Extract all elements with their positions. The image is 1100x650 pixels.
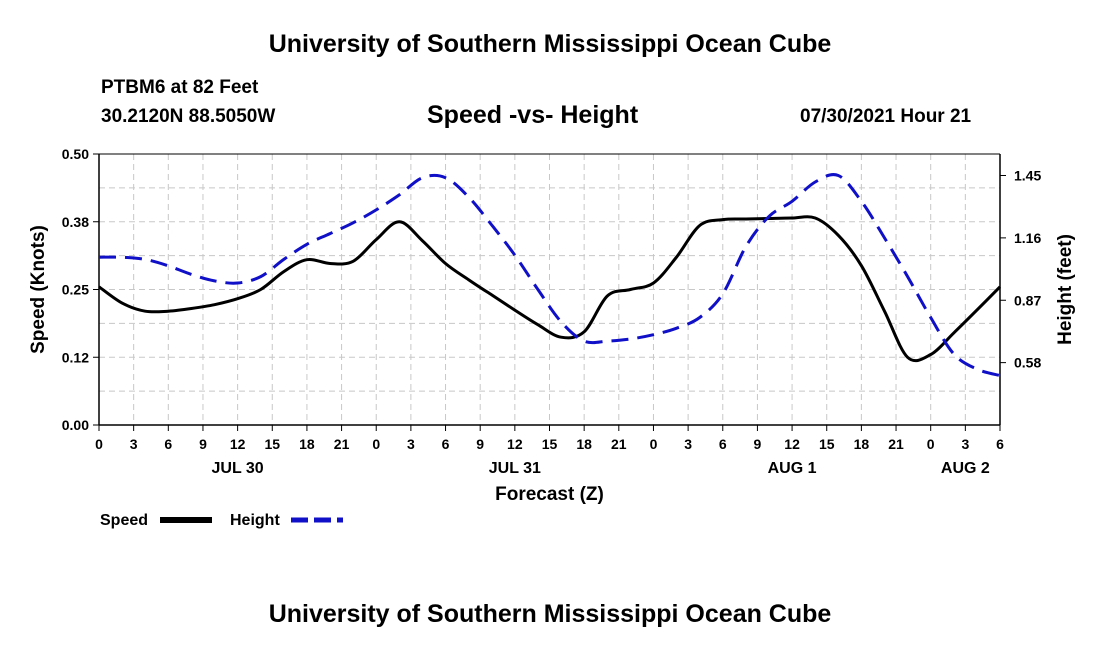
left-tick-label: 0.12: [62, 349, 89, 365]
legend-height-label: Height: [230, 512, 280, 529]
left-axis-label: Speed (Knots): [28, 225, 49, 354]
speed-series-line: [98, 215, 1002, 363]
x-tick-label: 12: [230, 436, 246, 452]
x-tick-label: 21: [334, 436, 350, 452]
right-tick-label: 0.87: [1014, 292, 1041, 308]
x-tick-label: 21: [611, 436, 627, 452]
station-label: PTBM6 at 82 Feet: [101, 77, 259, 98]
x-tick-label: 0: [372, 436, 380, 452]
x-tick-label: 18: [299, 436, 315, 452]
left-tick-label: 0.38: [62, 214, 89, 230]
x-tick-label: 6: [996, 436, 1004, 452]
x-tick-label: 9: [754, 436, 762, 452]
x-tick-label: 0: [95, 436, 103, 452]
right-axis-label: Height (feet): [1055, 234, 1076, 345]
x-tick-label: 3: [961, 436, 969, 452]
x-tick-label: 15: [264, 436, 280, 452]
right-tick-label: 1.45: [1014, 168, 1041, 184]
x-tick-label: 0: [650, 436, 658, 452]
x-tick-label: 12: [784, 436, 800, 452]
left-tick-label: 0.25: [62, 282, 89, 298]
coordinates-label: 30.2120N 88.5050W: [101, 106, 276, 127]
height-series-line: [98, 173, 1001, 377]
date-label: AUG 1: [768, 460, 817, 477]
x-tick-label: 6: [164, 436, 172, 452]
x-tick-label: 9: [476, 436, 484, 452]
x-tick-label: 6: [442, 436, 450, 452]
forecast-datetime: 07/30/2021 Hour 21: [800, 106, 972, 127]
x-tick-label: 21: [888, 436, 904, 452]
right-tick-label: 0.58: [1014, 355, 1041, 371]
date-label: JUL 31: [489, 460, 541, 477]
page-title: University of Southern Mississippi Ocean…: [268, 30, 832, 58]
chart-title: Speed -vs- Height: [427, 101, 639, 129]
x-tick-label: 15: [542, 436, 558, 452]
x-tick-label: 12: [507, 436, 523, 452]
x-axis-label: Forecast (Z): [495, 484, 604, 505]
x-tick-label: 3: [684, 436, 692, 452]
right-tick-label: 1.16: [1014, 230, 1041, 246]
x-tick-label: 3: [130, 436, 138, 452]
x-tick-label: 0: [927, 436, 935, 452]
x-tick-label: 3: [407, 436, 415, 452]
left-tick-label: 0.00: [62, 417, 89, 433]
date-label: JUL 30: [212, 460, 264, 477]
footer-title: University of Southern Mississippi Ocean…: [268, 600, 832, 628]
left-tick-label: 0.50: [62, 146, 89, 162]
x-tick-label: 18: [854, 436, 870, 452]
x-tick-label: 6: [719, 436, 727, 452]
x-tick-label: 15: [819, 436, 835, 452]
legend-speed-label: Speed: [100, 512, 148, 529]
x-tick-label: 9: [199, 436, 207, 452]
date-label: AUG 2: [941, 460, 990, 477]
x-tick-label: 18: [576, 436, 592, 452]
